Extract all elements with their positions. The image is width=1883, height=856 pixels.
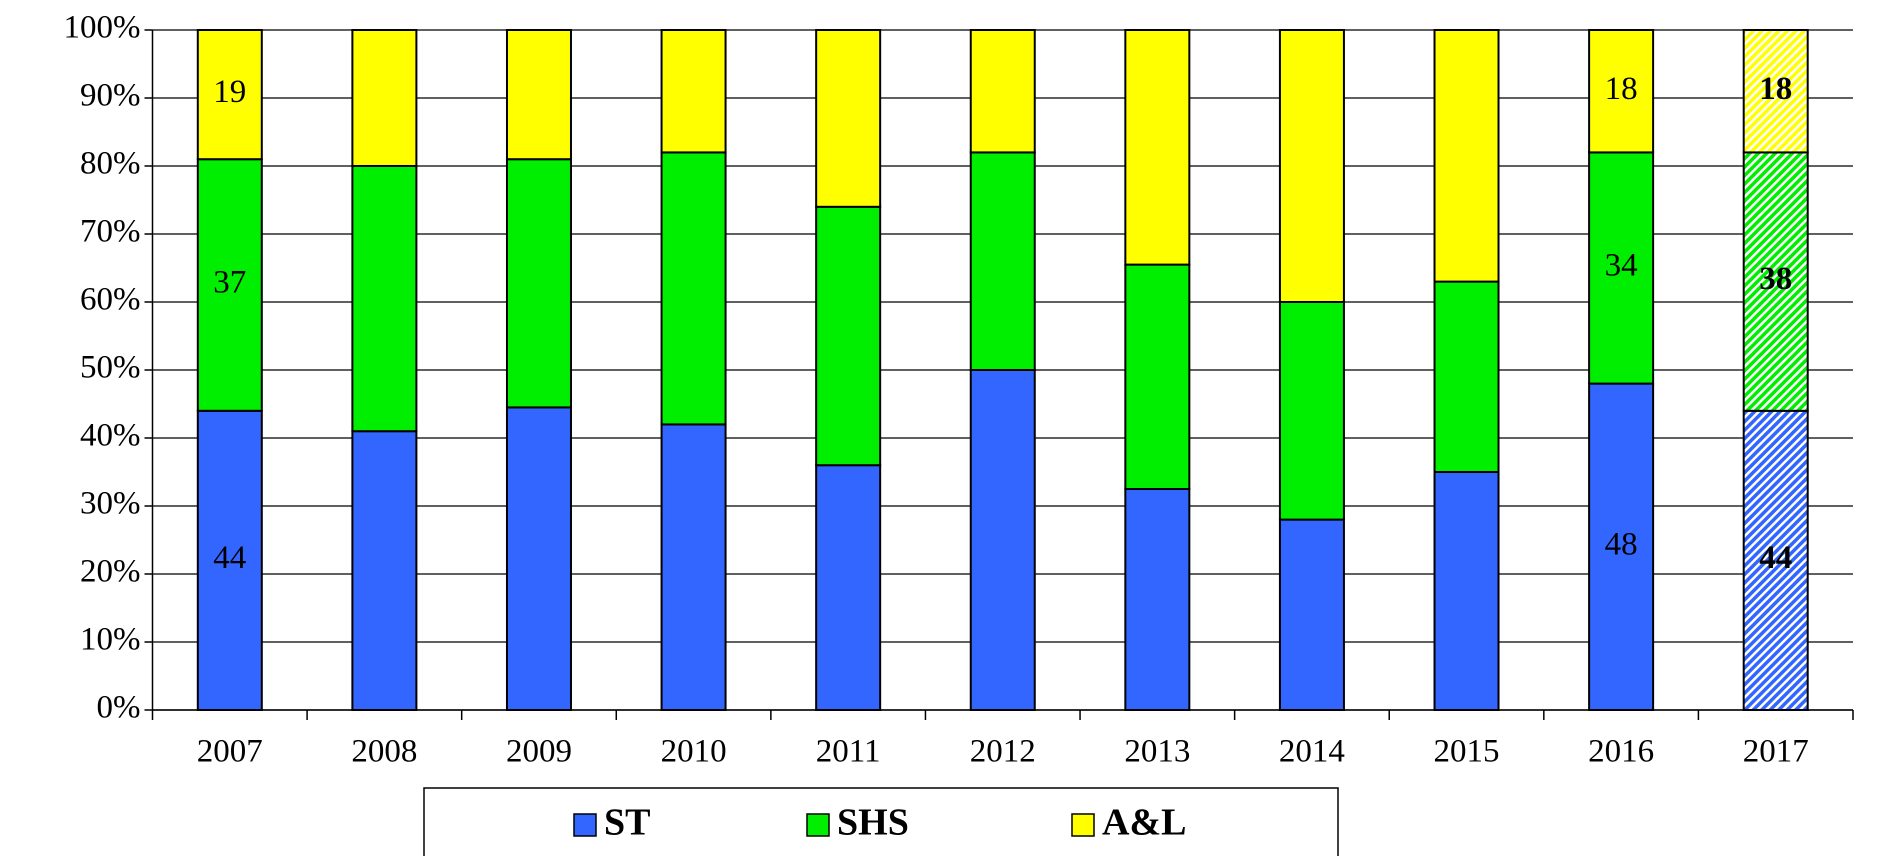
x-tick-label: 2017 <box>1743 734 1809 770</box>
legend-label: SHS <box>837 802 909 844</box>
x-tick-label: 2008 <box>351 734 417 770</box>
bar-segment <box>969 369 1036 711</box>
bar-segment <box>505 406 572 711</box>
x-tick-label: 2016 <box>1588 734 1654 770</box>
legend-label: ST <box>604 802 650 844</box>
bar-segment <box>660 423 727 711</box>
x-tick-label: 2013 <box>1124 734 1190 770</box>
bar-segment <box>1742 409 1809 711</box>
bar-segment <box>1742 29 1809 154</box>
bar-segment <box>196 158 263 412</box>
bar-segment <box>1433 29 1500 283</box>
data-label: 34 <box>1605 248 1638 284</box>
bar-segment <box>1124 488 1191 711</box>
x-tick-label: 2007 <box>197 734 263 770</box>
bar-segment <box>351 430 418 711</box>
x-tick-label: 2015 <box>1434 734 1500 770</box>
bar-segment <box>1278 301 1345 521</box>
x-tick-label: 2012 <box>970 734 1036 770</box>
bar-segment <box>1278 518 1345 711</box>
x-tick-label: 2010 <box>661 734 727 770</box>
bar-segment <box>1278 29 1345 303</box>
bar-segment <box>1588 29 1655 154</box>
bar-segment <box>1588 382 1655 711</box>
data-label: 18 <box>1605 71 1638 107</box>
bar-segment <box>351 29 418 167</box>
bar-segment <box>969 151 1036 371</box>
bar-segment <box>815 205 882 467</box>
bar-segment <box>1124 29 1191 266</box>
bar-segment <box>969 29 1036 154</box>
data-label: 48 <box>1605 526 1638 562</box>
y-tick-label: 40% <box>80 418 141 454</box>
data-label: 44 <box>213 540 246 576</box>
y-tick-label: 60% <box>80 282 141 318</box>
bar-segment <box>505 29 572 161</box>
data-label: 44 <box>1759 540 1792 576</box>
bar-segment <box>1124 263 1191 490</box>
bar-segment <box>351 165 418 433</box>
y-tick-label: 30% <box>80 486 141 522</box>
bar-segment <box>815 29 882 208</box>
y-tick-label: 0% <box>97 690 141 726</box>
bar-segment <box>196 29 263 161</box>
bar-segment <box>1742 151 1809 412</box>
legend-swatch <box>806 813 830 837</box>
bar-segment <box>505 158 572 409</box>
legend-swatch <box>573 813 597 837</box>
y-tick-label: 100% <box>64 10 141 46</box>
data-label: 19 <box>213 74 246 110</box>
y-tick-label: 10% <box>80 622 141 658</box>
bar-segment <box>1433 471 1500 711</box>
x-tick-label: 2011 <box>816 734 881 770</box>
x-tick-label: 2009 <box>506 734 572 770</box>
y-tick-label: 20% <box>80 554 141 590</box>
y-tick-label: 80% <box>80 146 141 182</box>
y-tick-label: 90% <box>80 78 141 114</box>
data-label: 38 <box>1759 261 1792 297</box>
legend-swatch <box>1071 813 1095 837</box>
bar-segment <box>196 409 263 711</box>
bar-segment <box>815 464 882 712</box>
legend-label: A&L <box>1102 802 1186 844</box>
bar-segment <box>1588 151 1655 385</box>
data-label: 37 <box>213 265 246 301</box>
bar-segment <box>1433 280 1500 473</box>
y-tick-label: 50% <box>80 350 141 386</box>
x-tick-label: 2014 <box>1279 734 1345 770</box>
bar-segment <box>660 29 727 154</box>
data-label: 18 <box>1759 71 1792 107</box>
y-tick-label: 70% <box>80 214 141 250</box>
bar-segment <box>660 151 727 426</box>
